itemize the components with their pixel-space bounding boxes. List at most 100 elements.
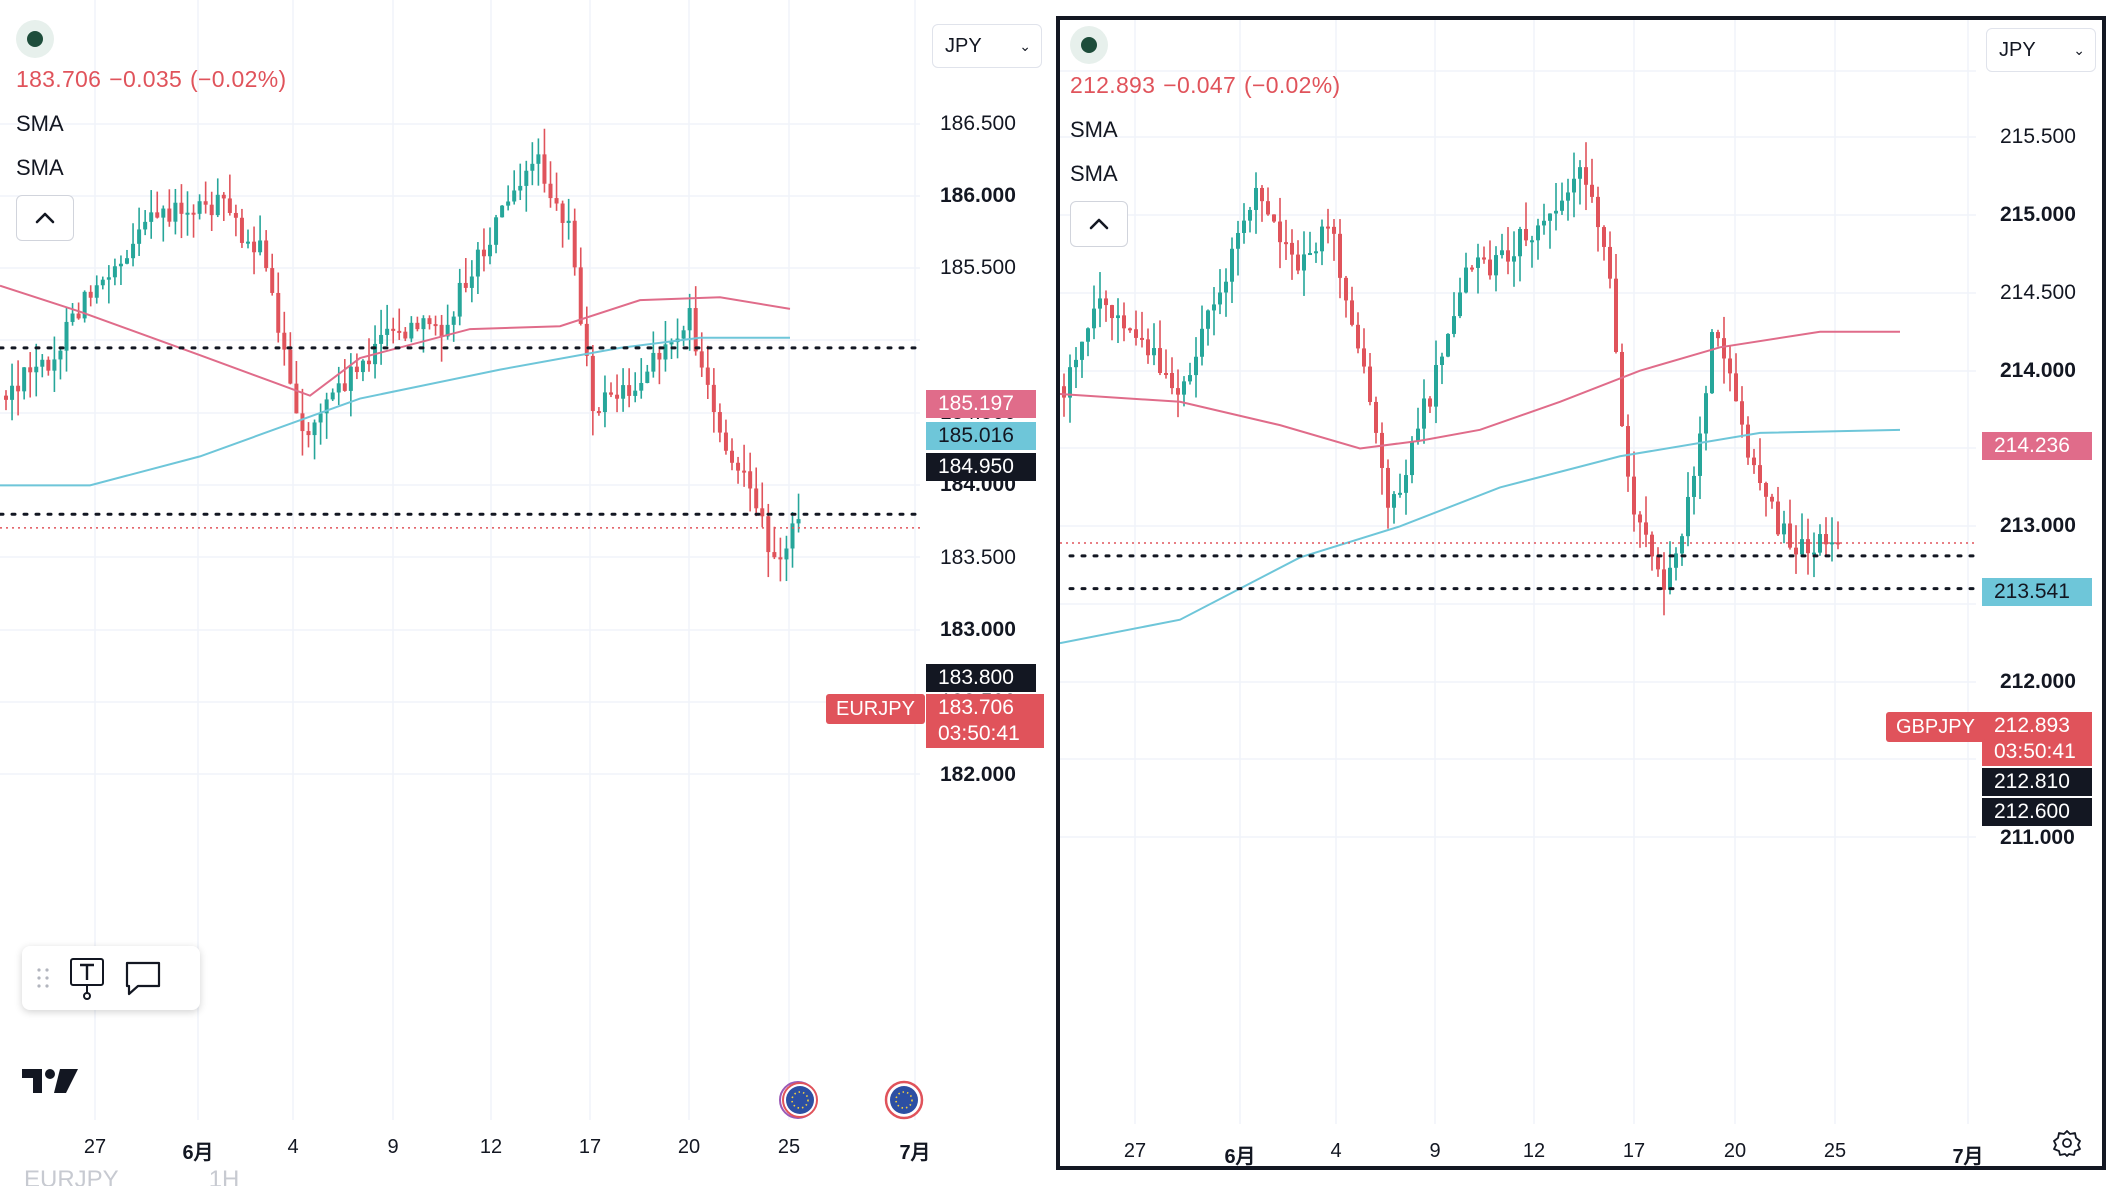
drawing-toolbar <box>22 946 200 1010</box>
indicator-sma-2[interactable]: SMA <box>1070 161 1118 186</box>
sma-red-line <box>0 284 791 397</box>
candle-body <box>1236 232 1240 249</box>
indicator-sma-2[interactable]: SMA <box>16 155 64 180</box>
gear-icon[interactable] <box>2052 1128 2082 1158</box>
eurjpy-chart-pane[interactable]: 183.706 −0.035 (−0.02%) SMA SMA JPY ⌄ 186.… <box>0 0 1056 1186</box>
drag-handle-icon[interactable] <box>36 966 50 990</box>
candle-body <box>760 508 765 517</box>
candle-body <box>1428 398 1432 407</box>
footer-symbol: EURJPY 1H <box>24 1166 239 1186</box>
candle-body <box>778 557 783 560</box>
last-price: 183.706 <box>16 66 102 92</box>
date-axis-label: 20 <box>677 1136 701 1158</box>
candle-body <box>88 291 93 298</box>
candle-body <box>1752 457 1756 466</box>
candle-body <box>742 470 747 473</box>
date-axis-label: 6月 <box>1224 1146 1256 1168</box>
sma-blue-tag: 185.016 <box>926 422 1036 450</box>
symbol-tag: EURJPY <box>826 694 925 724</box>
circle-dot-icon[interactable] <box>16 20 54 58</box>
circle-dot-icon[interactable] <box>1070 26 1108 64</box>
date-axis-label: 27 <box>1123 1140 1147 1162</box>
candle-body <box>609 392 613 395</box>
candle-body <box>1374 401 1378 433</box>
candle-body <box>1164 372 1168 375</box>
countdown-tag: 03:50:41 <box>1982 738 2092 766</box>
candle-body <box>1740 401 1744 425</box>
candle-body <box>657 352 662 360</box>
candle-body <box>149 212 154 222</box>
candle-body <box>615 394 620 399</box>
candle-body <box>276 292 281 333</box>
candle-body <box>633 390 638 396</box>
candle-body <box>1620 351 1624 427</box>
candle-body <box>197 201 202 214</box>
candle-body <box>463 282 468 288</box>
candle-body <box>318 413 323 423</box>
currency-select[interactable]: JPY ⌄ <box>932 24 1042 68</box>
gbpjpy-chart-pane[interactable]: 212.893−0.047(−0.02%) SMA SMA JPY ⌄ 216.… <box>1056 16 2106 1170</box>
collapse-legend-button[interactable] <box>16 195 74 241</box>
candle-body <box>70 313 75 322</box>
candle-body <box>1188 375 1192 382</box>
candle-body <box>524 170 529 186</box>
candle-body <box>1110 305 1114 319</box>
candle-body <box>1476 257 1480 268</box>
candle-body <box>669 342 674 345</box>
candle-body <box>1380 432 1384 468</box>
candle-body <box>481 249 486 257</box>
candle-body <box>1446 333 1450 357</box>
candle-body <box>1218 292 1222 305</box>
candle-body <box>1080 341 1084 360</box>
gbpjpy-chart-canvas[interactable] <box>1060 20 2102 1166</box>
candle-body <box>1470 267 1474 270</box>
candle-body <box>385 328 390 335</box>
candle-body <box>1332 226 1336 234</box>
currency-select[interactable]: JPY ⌄ <box>1986 28 2096 72</box>
sma-red-line <box>1060 330 1900 450</box>
text-note-icon[interactable] <box>68 956 106 1000</box>
candle-body <box>1512 256 1516 262</box>
eurjpy-chart-canvas[interactable] <box>0 0 1056 1186</box>
eu-flag-icon[interactable] <box>778 1080 818 1120</box>
candle-body <box>584 323 589 356</box>
candle-body <box>324 399 329 414</box>
collapse-legend-button[interactable] <box>1070 201 1128 247</box>
candle-body <box>1344 277 1348 301</box>
candle-body <box>1224 281 1228 293</box>
candle-body <box>179 202 184 214</box>
candle-body <box>536 154 541 164</box>
candle-body <box>1212 304 1216 311</box>
candle-body <box>131 243 136 259</box>
comment-icon[interactable] <box>124 959 162 997</box>
candle-body <box>1530 240 1534 243</box>
candle-body <box>681 330 686 339</box>
eu-flag-icon[interactable] <box>884 1080 924 1120</box>
candle-body <box>409 322 414 339</box>
indicator-sma-1[interactable]: SMA <box>16 111 64 136</box>
candle-body <box>112 266 117 278</box>
candle-body <box>1308 253 1312 256</box>
price-change: −0.047 <box>1163 72 1237 98</box>
candle-body <box>294 383 299 414</box>
candle-body <box>1128 328 1132 331</box>
candle-body <box>651 352 656 372</box>
indicator-sma-1[interactable]: SMA <box>1070 117 1118 142</box>
sma-blue-line <box>0 336 790 487</box>
price-axis-label: 213.000 <box>2000 514 2076 538</box>
date-axis-label: 27 <box>83 1136 107 1158</box>
candle-body <box>1116 315 1120 319</box>
date-axis-label: 12 <box>479 1136 503 1158</box>
currency-select-value: JPY <box>1999 38 2036 61</box>
candle-body <box>1092 308 1096 329</box>
candle-body <box>1542 220 1546 226</box>
candle-body <box>469 276 474 288</box>
tradingview-logo-icon[interactable] <box>22 1066 78 1096</box>
candle-body <box>1278 221 1282 243</box>
candle-body <box>439 324 444 337</box>
candle-body <box>1248 209 1252 221</box>
price-change-line: 212.893 −0.047 (−0.02%) <box>1070 72 1348 99</box>
candle-body <box>258 240 263 253</box>
current-price-tag: 212.893 <box>1982 712 2092 740</box>
sma-blue-tag: 213.541 <box>1982 578 2092 606</box>
